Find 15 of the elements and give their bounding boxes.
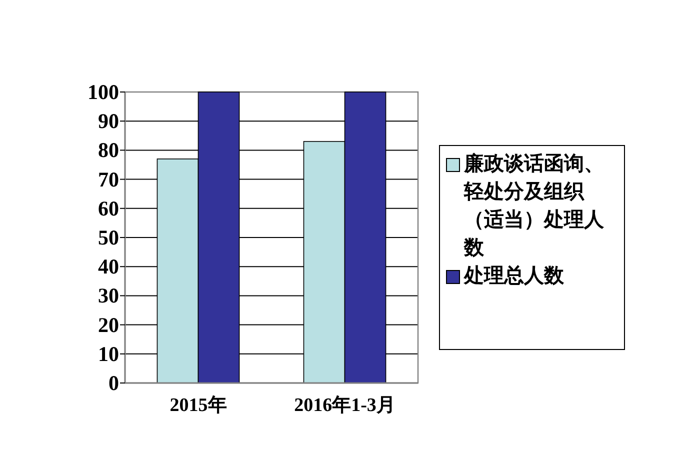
y-tick-label: 80 <box>98 138 119 162</box>
x-tick-label: 2016年1-3月 <box>294 395 396 416</box>
y-tick-label: 20 <box>98 312 119 337</box>
legend-label: 处理总人数 <box>464 264 565 289</box>
x-tick-label: 2015年 <box>170 395 227 416</box>
y-tick-label: 40 <box>98 254 119 279</box>
legend-label: 廉政谈话函询、轻处分及组织（适当）处理人数 <box>464 152 605 261</box>
y-tick-label: 100 <box>88 80 119 104</box>
y-tick-label: 10 <box>98 342 119 366</box>
y-tick-label: 90 <box>98 109 119 134</box>
y-tick-label: 50 <box>98 226 119 250</box>
y-tick-label: 70 <box>98 167 119 192</box>
y-tick-label: 60 <box>98 196 119 220</box>
y-tick-label: 30 <box>98 284 119 308</box>
y-tick-label: 0 <box>108 371 119 395</box>
